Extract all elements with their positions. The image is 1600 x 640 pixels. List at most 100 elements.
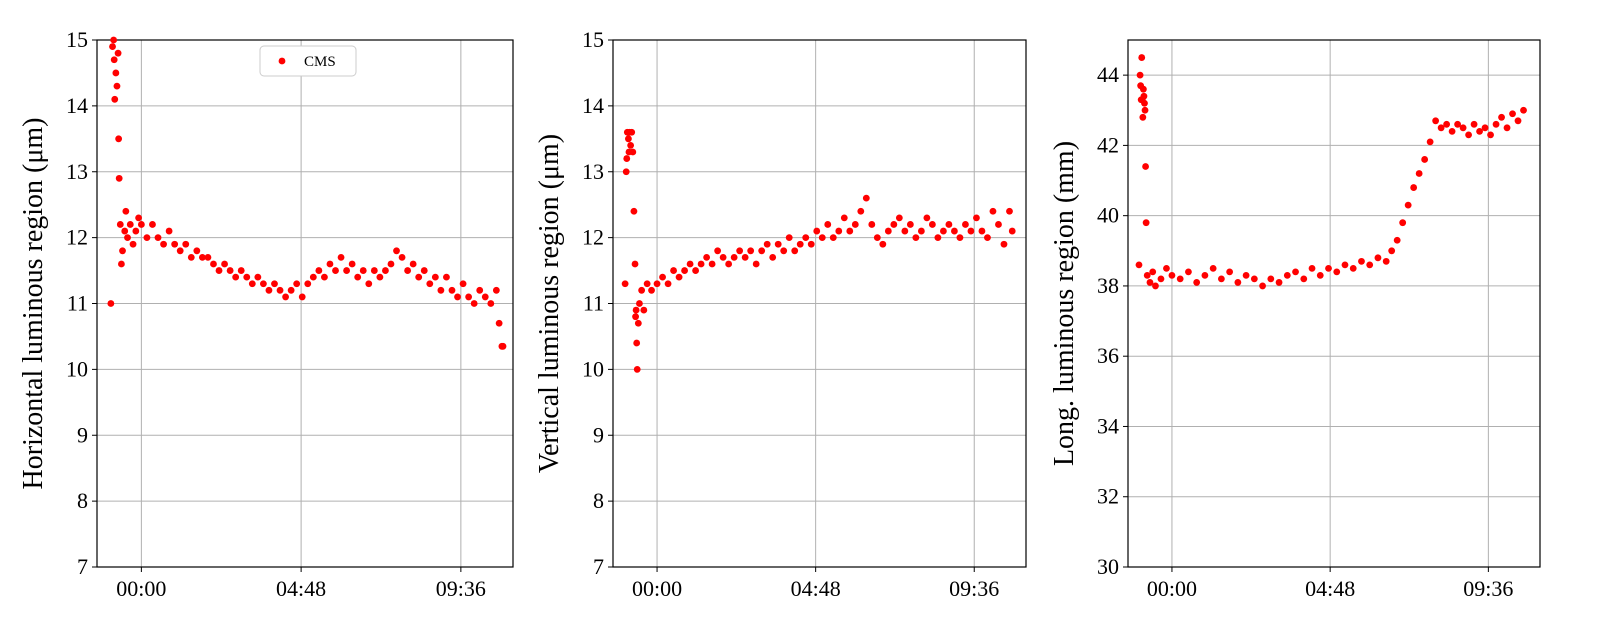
data-point xyxy=(119,247,126,255)
data-point xyxy=(951,227,958,235)
data-point xyxy=(1006,207,1013,215)
y-tick-label: 42 xyxy=(1097,132,1119,157)
data-point xyxy=(1393,236,1401,244)
data-point xyxy=(1259,282,1266,290)
data-point xyxy=(928,221,936,228)
data-point xyxy=(796,240,804,248)
data-point xyxy=(692,267,699,274)
data-point xyxy=(1250,275,1258,283)
data-point xyxy=(708,260,716,268)
data-point xyxy=(1168,271,1176,279)
data-point xyxy=(443,273,450,281)
data-point xyxy=(171,240,179,248)
data-point xyxy=(1157,275,1165,283)
data-point xyxy=(393,247,400,255)
data-point xyxy=(1374,254,1382,262)
data-point xyxy=(978,227,986,235)
data-point xyxy=(791,247,799,255)
x-tick-label: 09:36 xyxy=(949,576,999,601)
data-point xyxy=(851,221,859,228)
data-point xyxy=(627,142,635,149)
y-tick-label: 7 xyxy=(77,554,88,579)
data-point xyxy=(382,267,389,274)
data-point xyxy=(387,260,395,268)
data-point xyxy=(857,207,865,215)
data-point xyxy=(415,273,423,281)
data-point xyxy=(1476,127,1483,135)
data-point xyxy=(359,267,367,274)
data-point xyxy=(448,286,456,294)
data-point xyxy=(260,280,267,288)
data-point xyxy=(736,247,744,255)
data-point xyxy=(470,300,478,307)
data-point xyxy=(984,234,991,242)
data-point xyxy=(1382,257,1390,265)
y-tick-label: 11 xyxy=(583,291,604,316)
data-point xyxy=(1300,275,1308,283)
series-cms xyxy=(621,128,1016,373)
data-point xyxy=(210,260,217,268)
data-point xyxy=(697,260,705,268)
data-point xyxy=(1141,106,1149,114)
data-point xyxy=(769,253,777,261)
legend-box xyxy=(259,45,357,77)
x-tick-label: 00:00 xyxy=(1147,576,1197,601)
data-point xyxy=(107,300,115,307)
y-axis-label: Horizontal luminous region (μm) xyxy=(18,118,49,490)
data-point xyxy=(774,240,782,248)
data-point xyxy=(632,313,639,321)
data-point xyxy=(459,280,467,288)
data-point xyxy=(1454,120,1461,128)
data-point xyxy=(326,260,334,268)
data-point xyxy=(730,253,738,261)
data-point xyxy=(747,247,755,255)
data-point xyxy=(1410,184,1418,191)
data-point xyxy=(917,227,925,235)
x-tick-label: 00:00 xyxy=(116,576,166,601)
data-point xyxy=(154,234,162,242)
data-point xyxy=(113,82,121,90)
data-point xyxy=(115,174,123,182)
data-point xyxy=(623,155,631,162)
data-point xyxy=(1415,170,1423,177)
data-point xyxy=(109,43,116,50)
data-point xyxy=(1520,106,1527,114)
data-point xyxy=(137,221,145,228)
data-point xyxy=(807,240,815,248)
data-point xyxy=(643,280,651,288)
data-point xyxy=(1185,268,1192,276)
data-point xyxy=(1142,219,1150,227)
data-point xyxy=(1358,257,1365,265)
y-tick-label: 14 xyxy=(66,93,88,118)
data-point xyxy=(1498,113,1505,121)
data-point xyxy=(1201,271,1209,279)
data-point xyxy=(116,221,124,228)
data-point xyxy=(182,240,190,248)
data-point xyxy=(315,267,323,274)
data-point xyxy=(868,221,876,228)
series-cms xyxy=(1135,54,1527,290)
data-point xyxy=(1292,268,1299,276)
data-point xyxy=(1176,275,1184,283)
data-point xyxy=(321,273,328,281)
data-point xyxy=(912,234,920,242)
y-tick-label: 11 xyxy=(67,291,88,316)
data-point xyxy=(956,234,964,242)
data-point xyxy=(1404,201,1412,209)
data-point xyxy=(110,36,118,44)
y-tick-label: 15 xyxy=(582,27,604,52)
data-point xyxy=(487,300,495,307)
plot-frame xyxy=(612,39,1027,568)
data-point xyxy=(862,194,870,202)
data-point xyxy=(271,280,278,288)
data-point xyxy=(176,247,184,255)
data-point xyxy=(409,260,417,268)
data-point xyxy=(499,342,507,350)
data-point xyxy=(829,234,837,242)
data-point xyxy=(112,69,120,77)
data-point xyxy=(1193,279,1201,286)
series-cms xyxy=(107,36,507,350)
data-point xyxy=(404,267,412,274)
y-tick-label: 38 xyxy=(1097,273,1119,298)
data-point xyxy=(1316,271,1324,279)
